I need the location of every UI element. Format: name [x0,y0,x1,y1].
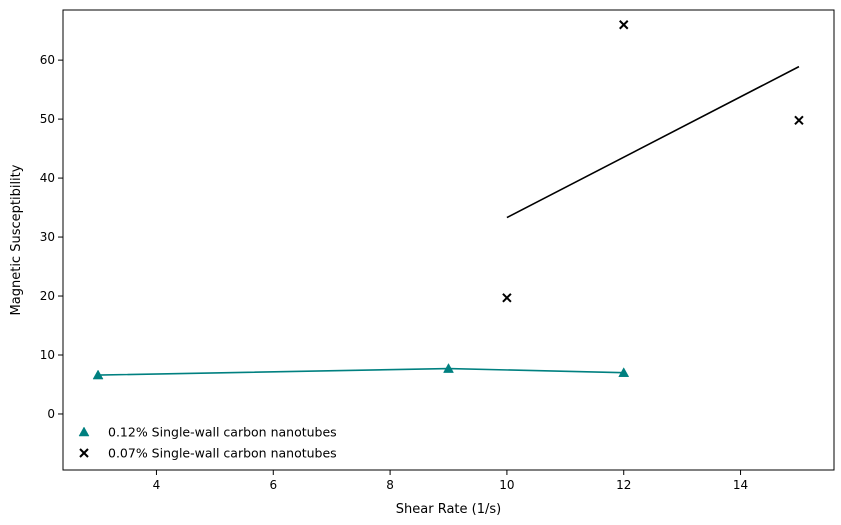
legend-marker-1 [78,426,90,437]
series-1-point [443,363,454,373]
y-tick-label: 60 [40,53,55,67]
y-tick-label: 50 [40,112,55,126]
y-tick-label: 30 [40,230,55,244]
y-tick-label: 0 [47,407,55,421]
x-tick-label: 4 [153,478,161,492]
x-tick-label: 12 [616,478,631,492]
x-tick-label: 14 [733,478,748,492]
x-axis-ticks: 4 6 8 10 12 14 [153,470,748,492]
x-tick-label: 10 [499,478,514,492]
y-axis-ticks: 0 10 20 30 40 50 60 [40,53,63,421]
series-2-point [794,115,804,125]
y-tick-label: 40 [40,171,55,185]
x-tick-label: 6 [269,478,277,492]
series-markers [92,20,804,380]
series-1-point [618,367,630,377]
y-axis-label: Magnetic Susceptibility [9,164,24,315]
y-tick-label: 10 [40,348,55,362]
plot-area [62,9,835,471]
legend-marker-2 [79,448,89,458]
x-tick-label: 8 [386,478,394,492]
series-1-point [92,369,104,380]
y-tick-label: 20 [40,289,55,303]
series-2-line [506,65,800,219]
x-axis-label: Shear Rate (1/s) [396,502,501,517]
series-2-point [619,20,629,30]
legend-label-1: 0.12% Single-wall carbon nanotubes [108,425,337,440]
legend-label-2: 0.07% Single-wall carbon nanotubes [108,446,337,461]
legend: 0.12% Single-wall carbon nanotubes 0.07% … [78,425,337,461]
series-2-point [502,293,512,303]
